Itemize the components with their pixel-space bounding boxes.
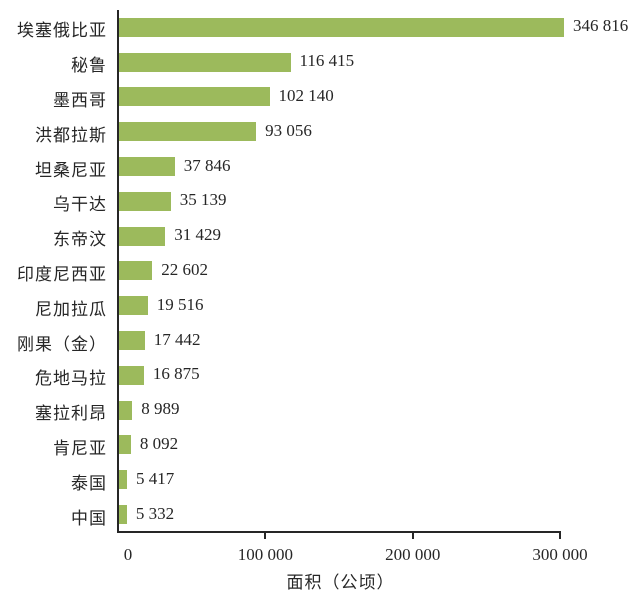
x-tick-mark bbox=[559, 533, 562, 539]
bar bbox=[119, 122, 257, 142]
value-label: 19 516 bbox=[156, 294, 204, 314]
chart-row: 秘鲁 116 415 bbox=[0, 45, 640, 80]
x-axis-line bbox=[117, 531, 562, 533]
bar bbox=[119, 157, 175, 177]
category-label: 乌干达 bbox=[53, 195, 107, 215]
chart-row: 中国 5 332 bbox=[0, 497, 640, 532]
bar bbox=[119, 470, 127, 490]
category-label: 墨西哥 bbox=[53, 90, 107, 110]
chart-row: 洪都拉斯 93 056 bbox=[0, 114, 640, 149]
bar bbox=[119, 17, 564, 37]
chart-row: 肯尼亚 8 092 bbox=[0, 428, 640, 463]
chart-row: 塞拉利昂 8 989 bbox=[0, 393, 640, 428]
bar bbox=[119, 261, 153, 281]
value-label: 35 139 bbox=[179, 190, 227, 210]
x-tick-mark bbox=[264, 533, 267, 539]
category-label: 泰国 bbox=[71, 473, 107, 493]
value-label: 22 602 bbox=[161, 259, 209, 279]
value-label: 17 442 bbox=[153, 329, 201, 349]
category-label: 印度尼西亚 bbox=[17, 264, 107, 284]
category-label: 塞拉利昂 bbox=[35, 404, 107, 424]
chart-row: 东帝汶 31 429 bbox=[0, 219, 640, 254]
bar bbox=[119, 365, 144, 385]
bar bbox=[119, 505, 127, 525]
chart-row: 埃塞俄比亚 346 816 bbox=[0, 10, 640, 45]
chart-row: 刚果（金） 17 442 bbox=[0, 323, 640, 358]
x-axis-title: 面积（公顷） bbox=[286, 573, 395, 592]
x-tick-label: 100 000 bbox=[237, 545, 293, 564]
value-label: 8 092 bbox=[139, 433, 179, 453]
x-tick-label: 0 bbox=[123, 545, 133, 564]
category-label: 东帝汶 bbox=[53, 230, 107, 250]
category-label: 洪都拉斯 bbox=[35, 125, 107, 145]
bar bbox=[119, 400, 133, 420]
chart-row: 墨西哥 102 140 bbox=[0, 80, 640, 115]
value-label: 8 989 bbox=[141, 399, 180, 419]
value-label: 16 875 bbox=[152, 364, 200, 384]
chart-row: 尼加拉瓜 19 516 bbox=[0, 288, 640, 323]
value-label: 5 417 bbox=[135, 468, 175, 488]
value-label: 31 429 bbox=[174, 225, 222, 245]
category-label: 尼加拉瓜 bbox=[35, 299, 107, 319]
x-tick-mark bbox=[411, 533, 414, 539]
value-label: 102 140 bbox=[278, 85, 334, 105]
x-tick-label: 300 000 bbox=[532, 545, 588, 564]
chart-row: 乌干达 35 139 bbox=[0, 184, 640, 219]
category-label: 埃塞俄比亚 bbox=[17, 21, 107, 41]
value-label: 37 846 bbox=[183, 155, 231, 175]
category-label: 危地马拉 bbox=[35, 369, 107, 389]
bar bbox=[119, 331, 145, 351]
chart-row: 危地马拉 16 875 bbox=[0, 358, 640, 393]
bar bbox=[119, 296, 148, 316]
chart-row: 泰国 5 417 bbox=[0, 462, 640, 497]
value-label: 346 816 bbox=[573, 16, 629, 36]
chart-row: 坦桑尼亚 37 846 bbox=[0, 149, 640, 184]
bar bbox=[119, 435, 131, 455]
value-label: 5 332 bbox=[135, 503, 175, 523]
bar bbox=[119, 226, 166, 246]
category-label: 中国 bbox=[71, 508, 107, 528]
category-label: 秘鲁 bbox=[71, 56, 107, 76]
bar bbox=[119, 52, 291, 72]
y-axis-line bbox=[117, 10, 119, 533]
x-tick-label: 200 000 bbox=[385, 545, 441, 564]
category-label: 刚果（金） bbox=[17, 334, 107, 354]
category-label: 坦桑尼亚 bbox=[35, 160, 107, 180]
value-label: 116 415 bbox=[299, 51, 355, 71]
bar bbox=[119, 191, 171, 211]
category-label: 肯尼亚 bbox=[53, 438, 107, 458]
value-label: 93 056 bbox=[265, 120, 312, 140]
bar bbox=[119, 87, 270, 107]
chart-row: 印度尼西亚 22 602 bbox=[0, 254, 640, 289]
